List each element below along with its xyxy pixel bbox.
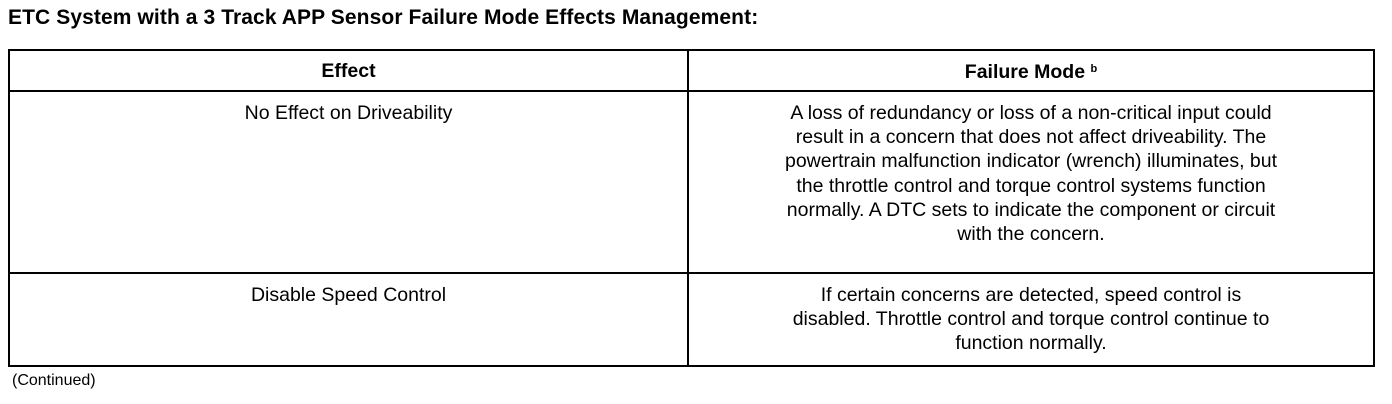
text-line: function normally. [955,332,1107,355]
continued-note: (Continued) [12,372,96,389]
text-line: If certain concerns are detected, speed … [820,284,1242,306]
text-line: the throttle control and torque control … [796,174,1266,197]
table-row: Disable Speed Control If certain concern… [8,272,1375,367]
footnote-marker: b [1090,63,1098,76]
page-title: ETC System with a 3 Track APP Sensor Fai… [8,6,759,29]
header-failure-mode: Failure Mode b [687,49,1375,92]
header-failure-mode-label: Failure Mode [964,61,1086,84]
failure-mode-table: Effect Failure Mode b No Effect on Drive… [8,49,1375,367]
effect-cell: No Effect on Driveability [8,90,689,274]
text-line: A loss of redundancy or loss of a non-cr… [790,102,1272,124]
effect-cell: Disable Speed Control [8,272,689,367]
table-row: No Effect on Driveability A loss of redu… [8,90,1375,274]
failure-mode-cell: A loss of redundancy or loss of a non-cr… [687,90,1375,274]
text-line: powertrain malfunction indicator (wrench… [784,150,1278,173]
header-effect: Effect [8,49,689,92]
text-line: result in a concern that does not affect… [795,126,1267,149]
failure-mode-cell: If certain concerns are detected, speed … [687,272,1375,367]
text-line: normally. A DTC sets to indicate the com… [786,198,1276,221]
text-line: with the concern. [957,223,1105,246]
header-row: Effect Failure Mode b [8,49,1375,92]
text-line: disabled. Throttle control and torque co… [792,308,1270,331]
